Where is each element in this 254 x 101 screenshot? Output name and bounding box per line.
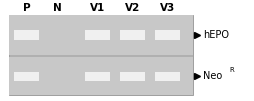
Text: Neo: Neo (202, 71, 221, 81)
Text: V2: V2 (124, 3, 140, 13)
FancyBboxPatch shape (9, 15, 192, 55)
FancyBboxPatch shape (14, 72, 39, 81)
Text: R: R (229, 67, 233, 73)
Text: hEPO: hEPO (202, 30, 228, 40)
FancyBboxPatch shape (155, 72, 180, 81)
FancyBboxPatch shape (14, 30, 39, 40)
Text: N: N (52, 3, 61, 13)
FancyBboxPatch shape (155, 30, 180, 40)
Text: P: P (23, 3, 30, 13)
Text: V1: V1 (89, 3, 104, 13)
FancyBboxPatch shape (119, 72, 145, 81)
Text: V3: V3 (160, 3, 175, 13)
FancyBboxPatch shape (84, 72, 109, 81)
FancyBboxPatch shape (119, 30, 145, 40)
FancyBboxPatch shape (84, 30, 109, 40)
FancyBboxPatch shape (9, 15, 192, 95)
FancyBboxPatch shape (9, 57, 192, 95)
